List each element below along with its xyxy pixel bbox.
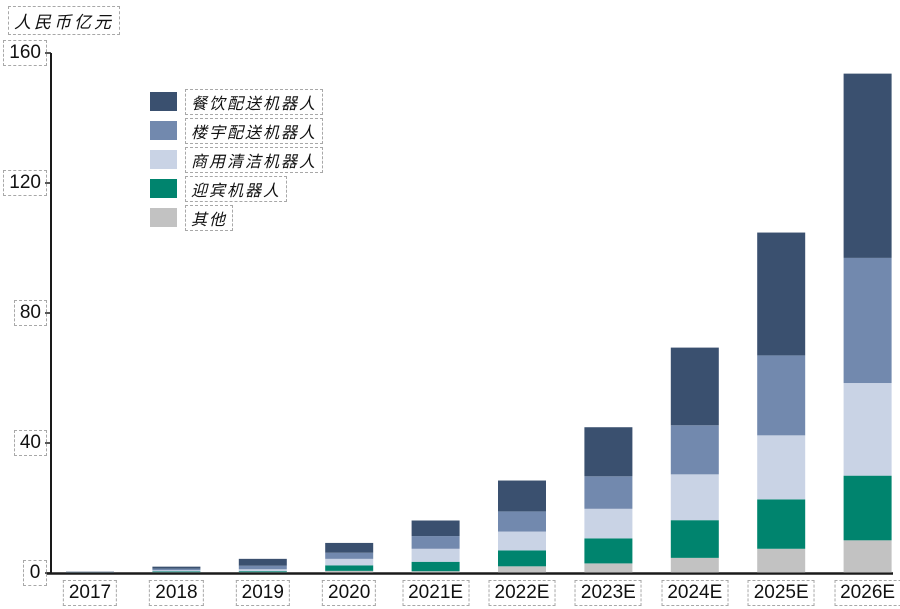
- bar-segment: [411, 520, 460, 537]
- bar-segment: [757, 232, 806, 356]
- bar-segment: [325, 542, 374, 553]
- bar-segment: [498, 566, 546, 573]
- y-tick-label: 80: [13, 300, 47, 326]
- bar-segment: [152, 568, 201, 571]
- y-tick-label: 0: [23, 560, 47, 586]
- legend-item: 迎宾机器人: [150, 174, 323, 203]
- bar-segment: [498, 480, 546, 512]
- legend-swatch-icon: [150, 121, 177, 140]
- bar-segment: [411, 536, 460, 549]
- x-tick-label: 2023E: [574, 580, 642, 606]
- bar-segment: [757, 355, 806, 436]
- bar-segment: [152, 571, 201, 573]
- legend-item: 商用清洁机器人: [150, 145, 324, 174]
- x-tick-label: 2024E: [661, 580, 729, 606]
- x-tick-label: 2021E: [402, 580, 470, 606]
- legend-item: 其他: [150, 203, 323, 232]
- bar-segment: [325, 570, 374, 573]
- bar-segment: [584, 538, 633, 564]
- bar-segment: [411, 561, 460, 572]
- bar-segment: [238, 569, 287, 572]
- legend-label: 餐饮配送机器人: [185, 88, 324, 115]
- bar-segment: [757, 499, 806, 549]
- legend-swatch-icon: [150, 150, 177, 169]
- legend-swatch-icon: [150, 92, 177, 111]
- bar-segment: [670, 347, 719, 426]
- bar-segment: [498, 511, 546, 532]
- bar-segment: [584, 427, 633, 477]
- bar-segment: [238, 571, 287, 573]
- bar-segment: [843, 383, 892, 476]
- x-tick-label: 2018: [149, 580, 204, 606]
- x-tick-label: 2020: [322, 580, 377, 606]
- bar-segment: [757, 548, 806, 573]
- bar-segment: [843, 257, 892, 384]
- bar-segment: [325, 565, 374, 571]
- x-tick-label: 2025E: [747, 580, 815, 606]
- bar-segment: [670, 425, 719, 475]
- bar-segment: [498, 531, 546, 551]
- bar-segment: [670, 474, 719, 521]
- bar-segment: [325, 558, 374, 566]
- bar-segment: [411, 571, 460, 573]
- legend-label: 其他: [185, 204, 234, 231]
- x-tick-label: 2022E: [488, 580, 556, 606]
- bar-segment: [152, 570, 201, 572]
- y-tick-label: 160: [3, 40, 47, 66]
- bar-segment: [584, 508, 633, 539]
- legend-label: 楼宇配送机器人: [185, 117, 324, 144]
- bar-segment: [152, 566, 201, 569]
- bar-segment: [843, 475, 892, 541]
- y-tick-label: 40: [13, 430, 47, 456]
- bar-segment: [238, 565, 287, 570]
- x-tick-label: 2026E: [834, 580, 900, 606]
- bar-segment: [670, 520, 719, 558]
- bar-segment: [325, 552, 374, 559]
- legend-item: 餐饮配送机器人: [150, 87, 324, 116]
- bar-segment: [498, 550, 546, 567]
- bar-segment: [670, 557, 719, 573]
- legend-item: 楼宇配送机器人: [150, 116, 324, 145]
- legend: 餐饮配送机器人 楼宇配送机器人 商用清洁机器人 迎宾机器人 其他: [150, 87, 324, 232]
- x-tick-label: 2017: [62, 580, 118, 606]
- bar-segment: [757, 435, 806, 500]
- bar-segment: [843, 540, 892, 573]
- bar-segment: [411, 548, 460, 562]
- y-tick-label: 120: [3, 170, 47, 196]
- bar-segment: [238, 558, 287, 566]
- bar-segment: [584, 563, 633, 573]
- bar-segment: [584, 476, 633, 509]
- chart-title: 人民币亿元: [8, 6, 120, 35]
- bar-segment: [843, 73, 892, 258]
- legend-swatch-icon: [150, 179, 177, 198]
- x-tick-label: 2019: [235, 580, 290, 606]
- legend-label: 迎宾机器人: [185, 175, 288, 202]
- legend-label: 商用清洁机器人: [185, 146, 324, 173]
- legend-swatch-icon: [150, 208, 177, 227]
